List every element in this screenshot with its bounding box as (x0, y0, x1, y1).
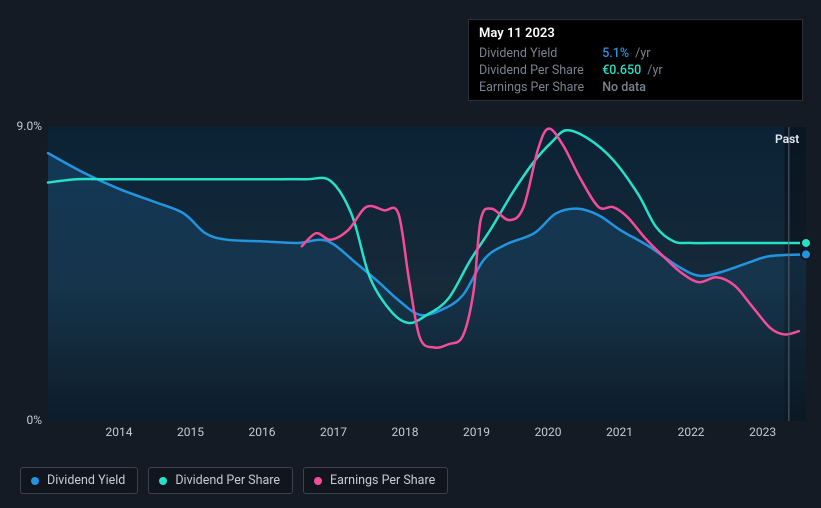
legend-dot-icon (31, 477, 39, 485)
x-axis-tick: 2016 (249, 425, 276, 439)
legend-label: Dividend Per Share (175, 473, 280, 488)
crosshair-tooltip: May 11 2023 Dividend Yield5.1% /yrDivide… (468, 19, 803, 101)
legend-dot-icon (314, 477, 322, 485)
tooltip-date: May 11 2023 (479, 26, 792, 41)
tooltip-value: 5.1% /yr (602, 45, 662, 62)
x-axis-tick: 2014 (106, 425, 133, 439)
tooltip-label: Dividend Per Share (479, 62, 602, 79)
x-axis-tick: 2015 (177, 425, 204, 439)
legend-item[interactable]: Earnings Per Share (303, 467, 448, 494)
tooltip-row: Dividend Yield5.1% /yr (479, 45, 663, 62)
tooltip-row: Earnings Per ShareNo data (479, 79, 663, 96)
x-axis-tick: 2018 (392, 425, 419, 439)
dividend-chart: May 11 2023 Dividend Yield5.1% /yrDivide… (0, 0, 821, 508)
tooltip-value: €0.650 /yr (602, 62, 662, 79)
legend: Dividend Yield Dividend Per Share Earnings… (20, 467, 448, 494)
tooltip-unit: /yr (629, 46, 650, 61)
legend-item[interactable]: Dividend Per Share (148, 467, 293, 494)
tooltip-value: No data (602, 79, 662, 96)
legend-label: Earnings Per Share (330, 473, 435, 488)
legend-label: Dividend Yield (47, 473, 125, 488)
x-axis-tick: 2021 (606, 425, 633, 439)
x-axis-tick: 2022 (678, 425, 705, 439)
x-axis-tick: 2023 (749, 425, 776, 439)
tooltip-unit: /yr (641, 63, 662, 78)
x-axis-tick: 2019 (463, 425, 490, 439)
y-axis-label: 0% (26, 413, 42, 427)
legend-item[interactable]: Dividend Yield (20, 467, 138, 494)
x-axis-tick: 2017 (320, 425, 347, 439)
x-axis-tick: 2020 (535, 425, 562, 439)
tooltip-table: Dividend Yield5.1% /yrDividend Per Share… (479, 45, 663, 96)
past-label: Past (775, 132, 799, 146)
tooltip-label: Dividend Yield (479, 45, 602, 62)
tooltip-label: Earnings Per Share (479, 79, 602, 96)
legend-dot-icon (159, 477, 167, 485)
tooltip-row: Dividend Per Share€0.650 /yr (479, 62, 663, 79)
y-axis-label: 9.0% (17, 119, 42, 133)
